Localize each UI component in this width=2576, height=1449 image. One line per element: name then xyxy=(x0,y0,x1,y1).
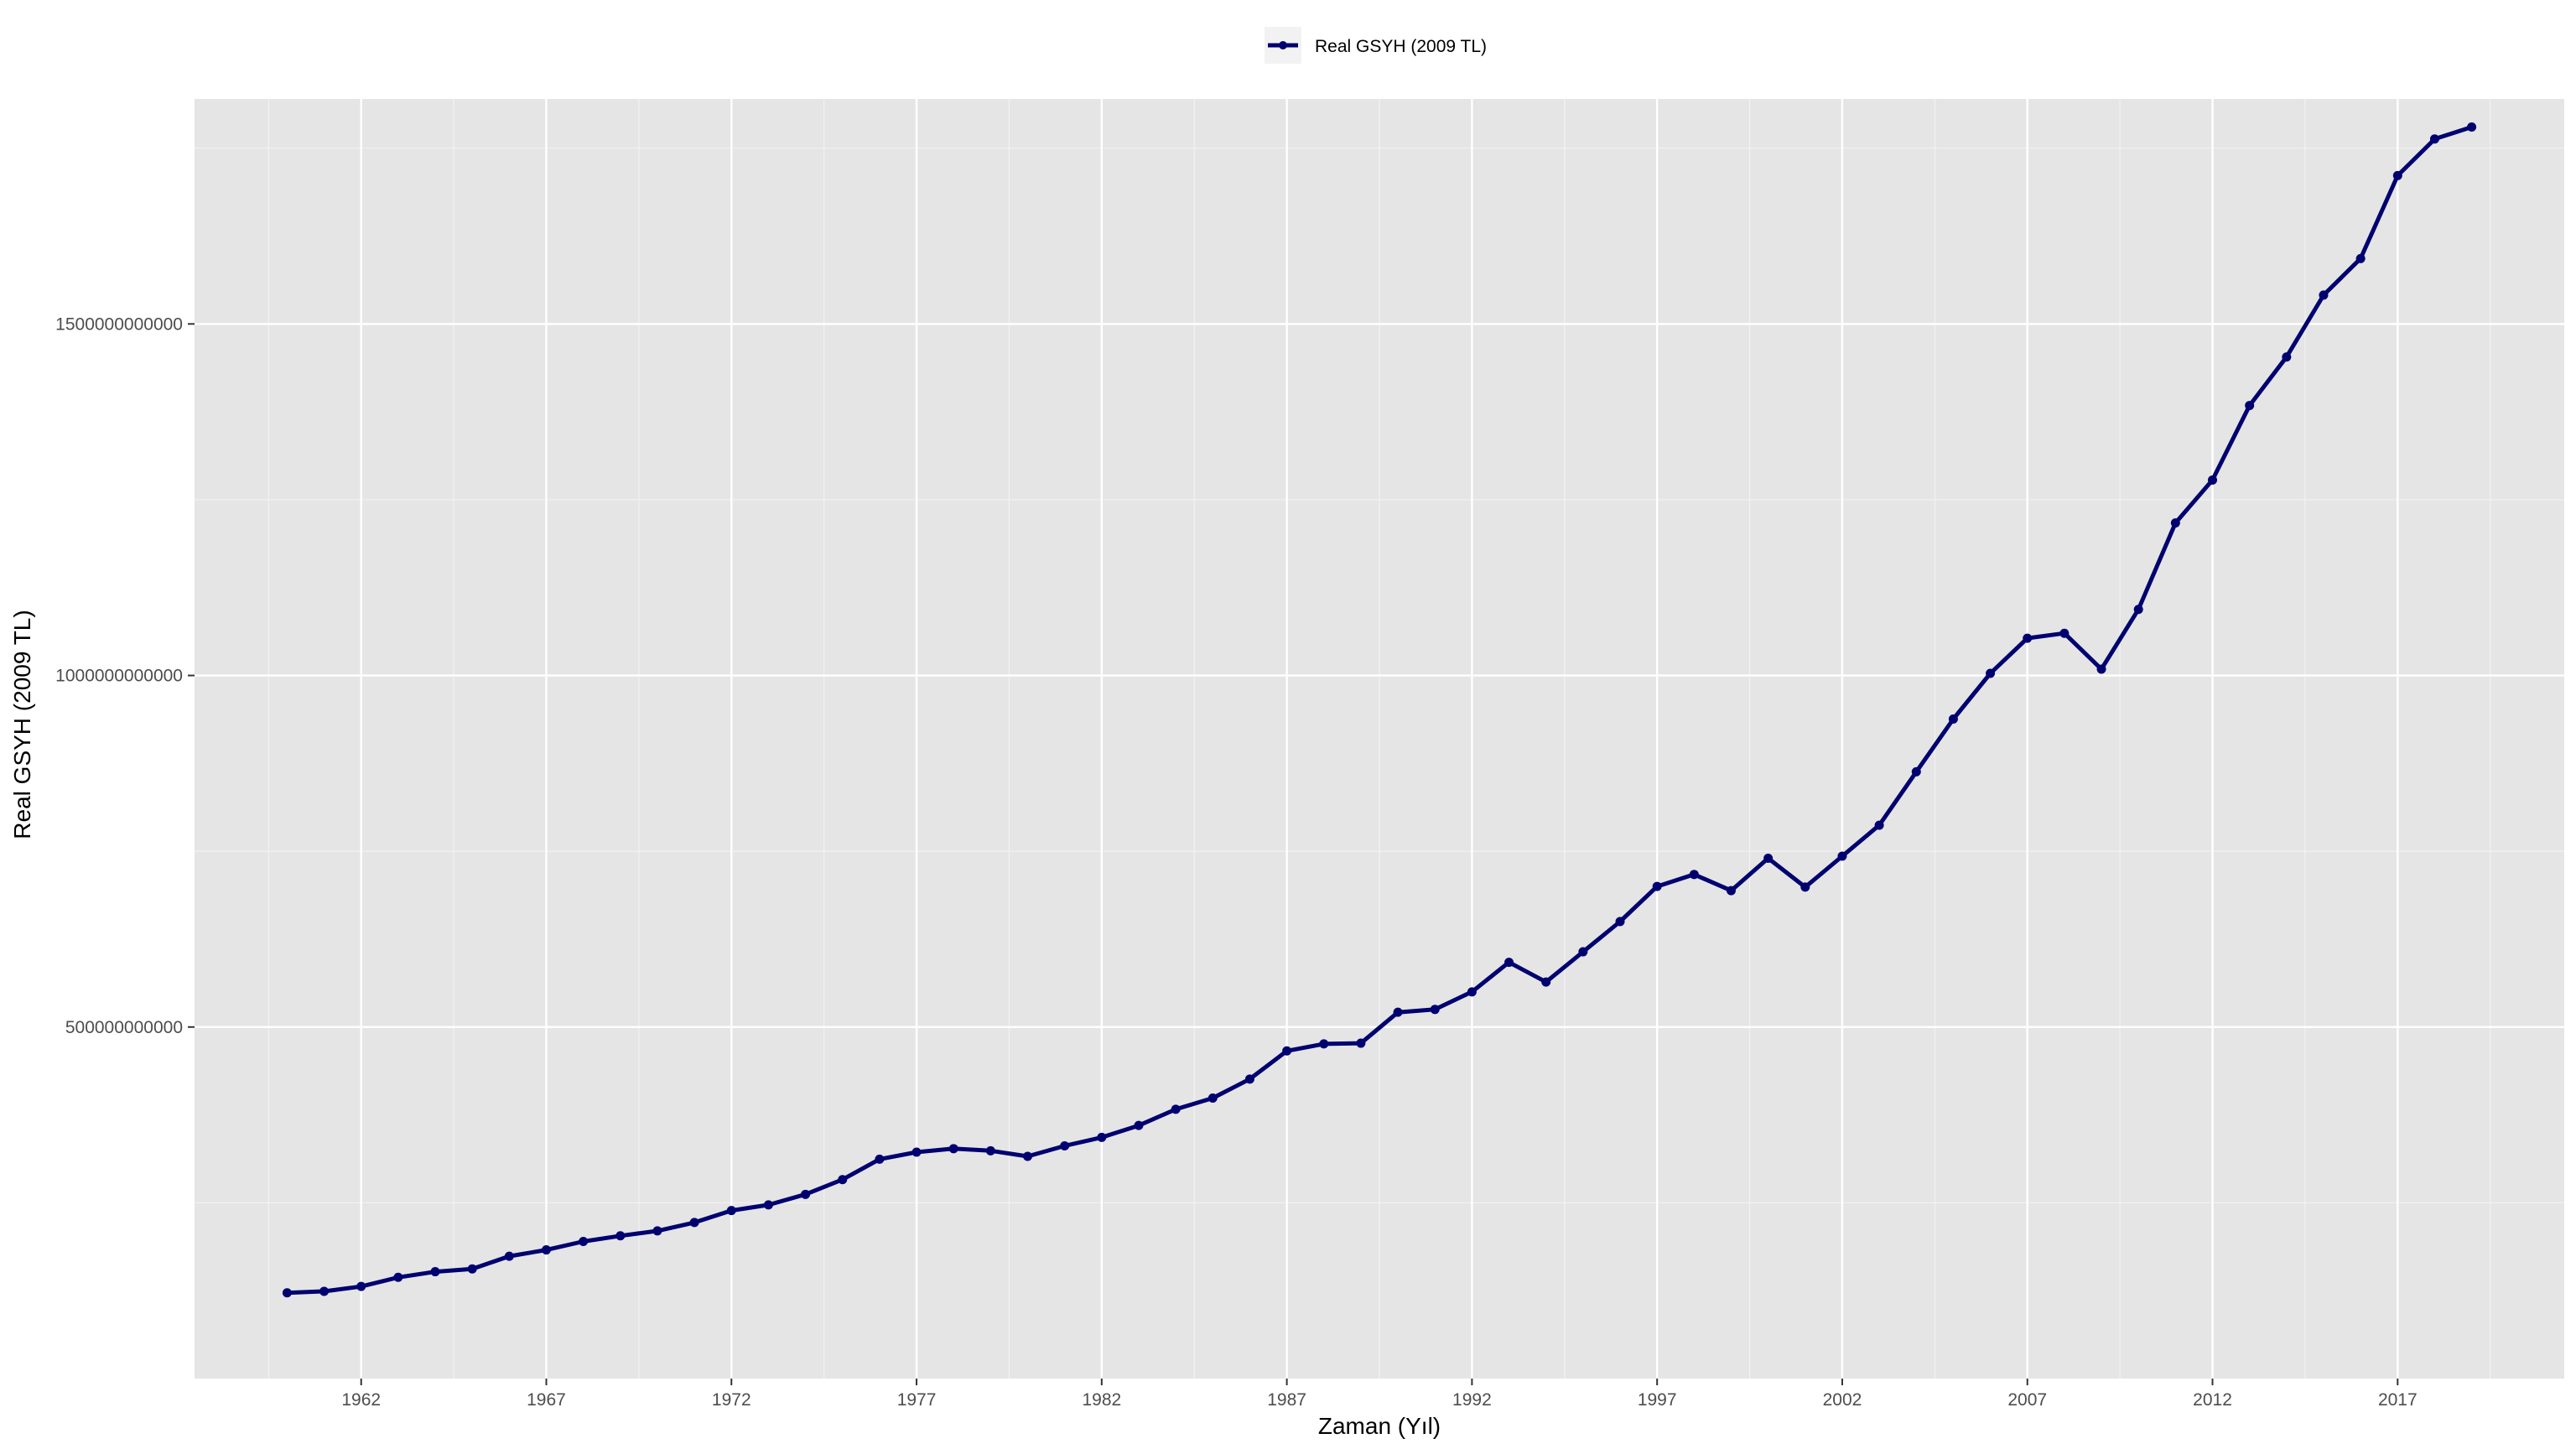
major-gridlines xyxy=(195,99,2564,1379)
data-point xyxy=(1837,851,1847,861)
data-point xyxy=(2392,170,2402,180)
x-tick-label: 1972 xyxy=(712,1390,751,1410)
data-point xyxy=(541,1245,551,1255)
data-point xyxy=(1134,1120,1144,1130)
data-point xyxy=(1874,820,1884,830)
data-point xyxy=(689,1218,699,1228)
data-point xyxy=(1800,882,1810,892)
data-point xyxy=(1356,1038,1366,1048)
data-point xyxy=(1652,881,1662,891)
data-point xyxy=(2467,122,2477,132)
data-point xyxy=(911,1147,922,1157)
data-point xyxy=(2355,253,2366,263)
data-point xyxy=(1467,987,1477,997)
data-point xyxy=(2059,628,2070,638)
data-point xyxy=(430,1267,440,1277)
data-point xyxy=(1615,917,1625,927)
y-tick-label: 1500000000000 xyxy=(55,314,183,334)
data-point xyxy=(1763,854,1774,864)
x-tick-label: 2017 xyxy=(2378,1390,2418,1410)
data-point xyxy=(2023,633,2033,643)
data-point xyxy=(1948,714,1958,724)
data-point xyxy=(579,1237,589,1246)
data-point xyxy=(1726,886,1736,896)
y-tick-label: 1000000000000 xyxy=(55,667,183,686)
series-layer xyxy=(282,122,2477,1298)
data-point xyxy=(2096,664,2106,674)
data-point xyxy=(1171,1104,1181,1114)
data-point xyxy=(319,1286,330,1296)
x-tick-label: 2012 xyxy=(2193,1390,2232,1410)
data-point xyxy=(1504,958,1514,968)
data-point xyxy=(1541,977,1551,987)
data-point xyxy=(393,1272,403,1282)
data-point xyxy=(2319,290,2329,300)
data-point xyxy=(2429,134,2439,144)
data-point xyxy=(1282,1046,1292,1056)
data-point xyxy=(2208,475,2218,485)
data-point xyxy=(1986,668,1996,678)
data-point xyxy=(2245,401,2255,411)
data-point xyxy=(615,1231,626,1241)
x-axis-ticks: 1962 1967 1972 1977 1982 1987 1992 1997 2002 2007… xyxy=(341,1379,2418,1410)
legend-label: Real GSYH (2009 TL) xyxy=(1315,37,1487,56)
data-point xyxy=(985,1145,995,1156)
data-point xyxy=(1689,870,1699,880)
data-point xyxy=(504,1251,514,1261)
data-point xyxy=(838,1175,848,1185)
x-tick-label: 1997 xyxy=(1638,1390,1677,1410)
data-point xyxy=(1578,947,1588,957)
data-point xyxy=(2282,352,2292,362)
data-point xyxy=(1023,1151,1033,1161)
x-tick-label: 1987 xyxy=(1267,1390,1306,1410)
y-axis-title: Real GSYH (2009 TL) xyxy=(9,610,35,839)
data-point xyxy=(282,1288,292,1298)
x-tick-label: 1962 xyxy=(341,1390,381,1410)
legend-key-point xyxy=(1279,41,1287,49)
data-point xyxy=(948,1144,958,1154)
data-point xyxy=(356,1281,366,1291)
y-axis-ticks: 500000000000 1000000000000 1500000000000 xyxy=(55,314,195,1037)
y-tick-label: 500000000000 xyxy=(65,1018,183,1037)
data-point xyxy=(801,1189,811,1199)
data-point xyxy=(467,1264,477,1274)
x-tick-label: 1992 xyxy=(1452,1390,1492,1410)
data-point xyxy=(1208,1093,1218,1103)
data-point xyxy=(1097,1132,1107,1142)
legend: Real GSYH (2009 TL) xyxy=(1265,27,1487,64)
x-tick-label: 1982 xyxy=(1082,1390,1121,1410)
data-point xyxy=(2133,605,2143,615)
data-point xyxy=(875,1154,885,1164)
data-point xyxy=(2170,518,2180,528)
x-tick-label: 2002 xyxy=(1823,1390,1862,1410)
series-line xyxy=(284,125,2475,1296)
x-tick-label: 2007 xyxy=(2007,1390,2047,1410)
data-point xyxy=(763,1200,773,1210)
x-tick-label: 1967 xyxy=(527,1390,566,1410)
data-point xyxy=(1430,1005,1440,1015)
data-point xyxy=(1393,1007,1403,1017)
data-point xyxy=(1911,766,1921,776)
minor-gridlines xyxy=(195,99,2564,1379)
data-point xyxy=(652,1226,662,1236)
data-point xyxy=(726,1206,736,1216)
x-tick-label: 1977 xyxy=(897,1390,937,1410)
x-axis-title: Zaman (Yıl) xyxy=(1318,1413,1441,1439)
data-point xyxy=(1060,1140,1070,1150)
data-point xyxy=(1319,1039,1329,1049)
data-point xyxy=(1244,1074,1254,1084)
